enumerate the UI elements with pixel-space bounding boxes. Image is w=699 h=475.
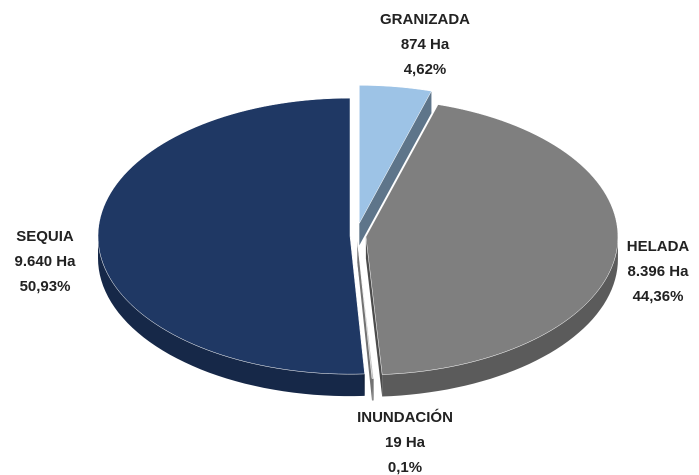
slice-side	[382, 236, 618, 397]
slice-label: INUNDACIÓN	[357, 408, 453, 426]
slice-cut	[359, 91, 432, 246]
area-label: 9.640 Ha	[15, 253, 77, 270]
slice	[357, 240, 374, 379]
value-label: 50,93%	[20, 278, 71, 295]
area-label: 19 Ha	[385, 434, 426, 451]
value-label: 4,62%	[404, 61, 447, 78]
slice-label: HELADA	[627, 238, 690, 255]
slice-cut	[357, 240, 373, 401]
value-label: 0,1%	[388, 459, 422, 475]
slice-label: SEQUIA	[16, 228, 74, 245]
slice-side	[98, 236, 365, 397]
slice	[359, 85, 432, 224]
slice	[365, 104, 619, 375]
slice-label: GRANIZADA	[380, 11, 470, 28]
slice-cut	[365, 236, 383, 397]
area-label: 874 Ha	[401, 36, 450, 53]
slice	[97, 97, 365, 375]
area-label: 8.396 Ha	[628, 263, 690, 280]
value-label: 44,36%	[633, 288, 684, 305]
